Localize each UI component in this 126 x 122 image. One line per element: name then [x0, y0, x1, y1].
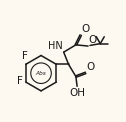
Text: O: O [82, 25, 90, 34]
Text: HN: HN [48, 41, 62, 51]
Text: Abs: Abs [36, 71, 46, 76]
Text: F: F [22, 51, 28, 61]
Text: F: F [17, 76, 23, 86]
Text: O: O [86, 62, 94, 72]
Text: OH: OH [69, 88, 85, 98]
Text: O: O [89, 35, 97, 45]
